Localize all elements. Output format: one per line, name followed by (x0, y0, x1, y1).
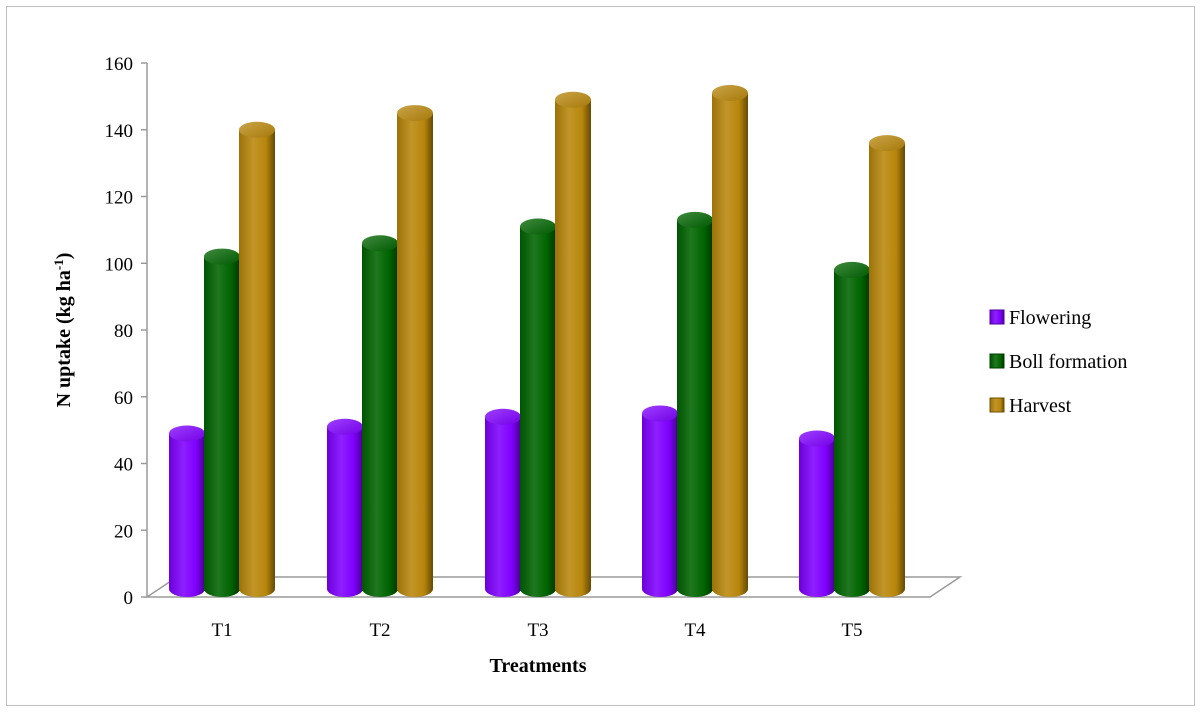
bar-top (834, 261, 870, 278)
x-axis: T1 T2 T3 T4 T5 (211, 620, 862, 641)
legend-item-boll-formation: Boll formation (989, 351, 1127, 373)
bar-top (239, 121, 275, 138)
bar-body (642, 413, 678, 597)
bar-body (834, 269, 870, 597)
y-tick-label: 20 (114, 521, 133, 542)
y-tick-label: 60 (114, 388, 133, 409)
bar-body (362, 243, 398, 597)
chart-frame (6, 6, 1195, 706)
bar-t1-flowering (169, 425, 205, 597)
y-axis: 0 20 40 60 80 100 120 140 160 (105, 54, 148, 609)
y-tick-label: 140 (105, 121, 134, 142)
bar-top (485, 408, 521, 425)
bar-t4-flowering (642, 405, 678, 597)
y-axis-title: N uptake (kg ha-1) (51, 253, 76, 408)
bar-top (520, 218, 556, 235)
bar-body (520, 226, 556, 597)
bar-body (712, 93, 748, 597)
legend-label: Boll formation (1009, 351, 1127, 373)
x-tick-label: T5 (841, 620, 862, 641)
bar-t4-harvest (712, 85, 748, 597)
bar-top (799, 430, 835, 447)
x-tick-label: T2 (369, 620, 390, 641)
y-tick-label: 80 (114, 321, 133, 342)
legend-label: Flowering (1009, 307, 1091, 329)
bar-t1-harvest (239, 121, 275, 597)
legend-label: Harvest (1009, 395, 1072, 417)
bar-t2-harvest (397, 105, 433, 597)
y-axis-title-end: ) (53, 253, 75, 260)
bar-top (677, 211, 713, 228)
legend-item-harvest: Harvest (989, 395, 1072, 417)
x-tick-label: T4 (684, 620, 706, 641)
bar-body (677, 219, 713, 598)
legend: Flowering Boll formation Harvest (989, 307, 1127, 417)
bar-t1-boll-formation (204, 248, 240, 597)
legend-swatch (989, 309, 1005, 325)
bar-body (239, 129, 275, 597)
bar-t4-boll-formation (677, 211, 713, 598)
legend-swatch (989, 353, 1005, 369)
y-axis-title-sup: -1 (51, 259, 66, 270)
y-tick-label: 120 (105, 188, 134, 209)
bar-top (362, 235, 398, 252)
bar-top (555, 91, 591, 108)
bar-body (869, 143, 905, 597)
bar-t2-boll-formation (362, 235, 398, 597)
bar-t5-flowering (799, 430, 835, 597)
bar-body (169, 433, 205, 597)
bar-top (642, 405, 678, 422)
y-tick-label: 0 (124, 588, 134, 609)
bar-t5-boll-formation (834, 261, 870, 597)
y-tick-label: 100 (105, 254, 134, 275)
x-tick-label: T3 (527, 620, 548, 641)
bar-top (869, 135, 905, 152)
bar-t2-flowering (327, 418, 363, 597)
bar-t3-harvest (555, 91, 591, 597)
y-tick-label: 40 (114, 455, 133, 476)
bar-body (485, 416, 521, 597)
bar-body (327, 426, 363, 597)
bar-body (204, 256, 240, 597)
bar-top (397, 105, 433, 122)
bars (169, 85, 905, 598)
legend-swatch (989, 397, 1005, 413)
y-tick-label: 160 (105, 54, 134, 75)
bar-t5-harvest (869, 135, 905, 597)
bar-top (712, 85, 748, 102)
x-tick-label: T1 (211, 620, 232, 641)
bar-top (327, 418, 363, 435)
bar-body (799, 438, 835, 597)
bar-body (555, 99, 591, 597)
bar-body (397, 113, 433, 597)
x-axis-title: Treatments (489, 655, 586, 677)
bar-top (204, 248, 240, 265)
bar-t3-flowering (485, 408, 521, 597)
y-axis-title-main: N uptake (kg ha (53, 270, 75, 407)
bar-top (169, 425, 205, 442)
bar-t3-boll-formation (520, 218, 556, 597)
legend-item-flowering: Flowering (989, 307, 1091, 329)
